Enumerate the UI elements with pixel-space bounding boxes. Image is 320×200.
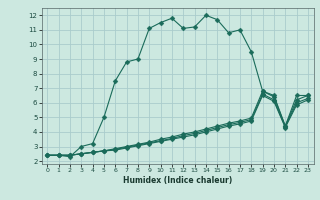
X-axis label: Humidex (Indice chaleur): Humidex (Indice chaleur): [123, 176, 232, 185]
